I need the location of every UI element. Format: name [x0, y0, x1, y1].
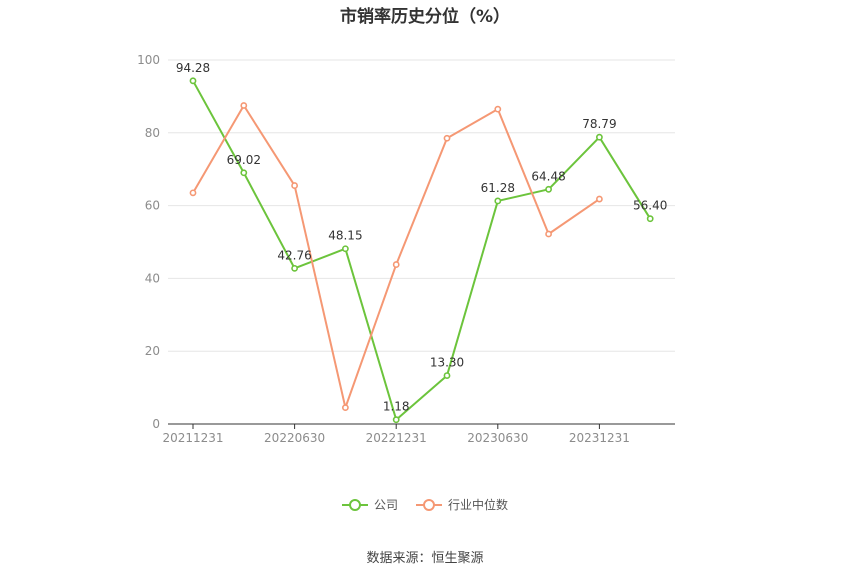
- series-1-point-20230630: [494, 105, 502, 113]
- x-tick-label-20231231: 20231231: [569, 431, 630, 445]
- data-label-20220930: 48.15: [328, 229, 362, 243]
- x-tick-label-20211231: 20211231: [162, 431, 223, 445]
- legend-item-industry[interactable]: 行业中位数: [416, 496, 508, 513]
- series-0-point-20220331: [240, 169, 248, 177]
- series-1-point-20220630: [291, 182, 298, 189]
- series-1-point-20221231: [392, 261, 400, 268]
- y-tick-label-60: 60: [145, 199, 160, 213]
- series-1-point-20220331: [240, 102, 248, 109]
- series-line-0: [192, 80, 652, 421]
- legend-label-industry: 行业中位数: [448, 498, 509, 512]
- data-source: 数据来源：恒生聚源: [366, 551, 484, 566]
- y-tick-label-80: 80: [145, 126, 160, 140]
- y-tick-label-20: 20: [145, 344, 160, 358]
- series-0-point-20230630: [494, 197, 502, 205]
- data-label-20211231: 94.28: [176, 61, 210, 75]
- data-label-20220331: 69.02: [227, 153, 261, 167]
- chart-legend: 公司 行业中位数: [0, 496, 850, 513]
- series-0-point-20230930: [545, 185, 552, 193]
- legend-swatch-industry-icon: [416, 498, 442, 511]
- series-0-point-20220930: [341, 245, 349, 253]
- data-label-20221231: 1.18: [383, 400, 410, 414]
- y-tick-label-40: 40: [145, 271, 160, 285]
- legend-swatch-company-icon: [341, 498, 368, 511]
- y-tick-label-0: 0: [152, 417, 160, 431]
- chart-title: 市销率历史分位（%）: [339, 7, 511, 27]
- data-label-20220630: 42.76: [277, 248, 311, 262]
- data-label-20230630: 61.28: [481, 181, 515, 195]
- data-label-20231231: 78.79: [582, 117, 616, 131]
- x-tick-label-20230630: 20230630: [467, 431, 528, 445]
- series-1-point-20220930: [341, 404, 349, 412]
- legend-label-company: 公司: [373, 498, 398, 512]
- data-label-20230331: 13.30: [430, 356, 464, 370]
- series-0-point-20231231: [596, 133, 603, 141]
- series-0-point-20220630: [291, 264, 298, 272]
- series-0-point-20211231: [189, 77, 197, 85]
- legend-item-company[interactable]: 公司: [341, 496, 398, 513]
- x-tick-label-20220630: 20220630: [264, 431, 325, 445]
- series-line-1: [192, 104, 600, 409]
- series-0-point-20230331: [443, 372, 451, 379]
- series-1-point-20211231: [189, 189, 197, 197]
- series-0-point-20221231: [392, 416, 400, 424]
- x-tick-label-20221231: 20221231: [366, 431, 427, 445]
- data-label-20240331: 56.40: [633, 199, 667, 213]
- series-1-point-20230930: [545, 230, 552, 238]
- data-label-20230930: 64.48: [531, 169, 565, 183]
- series-1-point-20231231: [596, 195, 603, 203]
- series-0-point-20240331: [646, 215, 654, 223]
- series-1-point-20230331: [443, 134, 451, 142]
- y-tick-label-100: 100: [137, 53, 160, 67]
